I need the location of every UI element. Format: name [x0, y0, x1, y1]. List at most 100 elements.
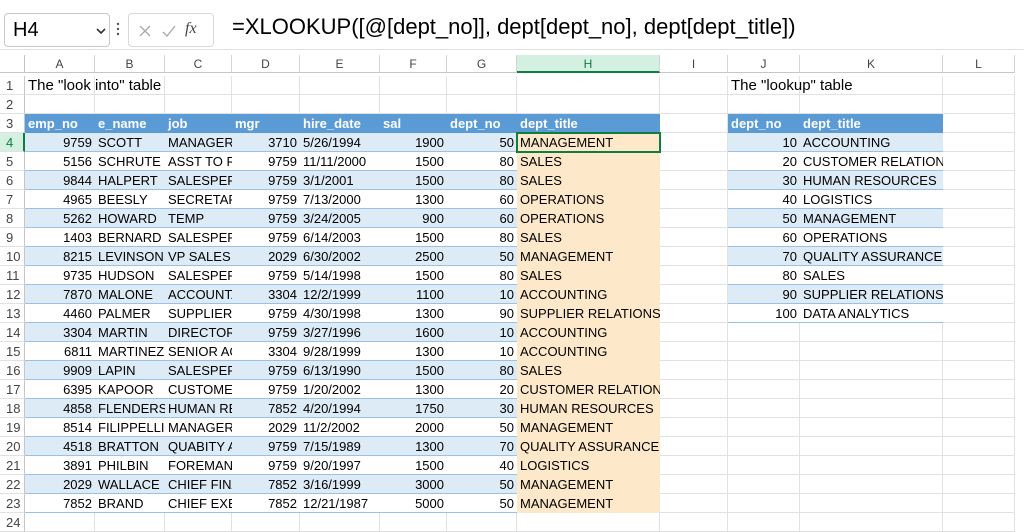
cell: LAPIN	[98, 363, 136, 378]
cell: 4/20/1994	[303, 401, 361, 416]
grid-cell	[800, 76, 943, 95]
grid-cell	[728, 475, 800, 494]
cell: FILIPPELLI	[98, 420, 165, 435]
cell: 4858	[63, 401, 92, 416]
cell: 1600	[415, 325, 444, 340]
grid-cell	[800, 418, 943, 437]
cell: MANAGEMENT	[517, 418, 660, 437]
row-header: 3	[0, 114, 25, 133]
grid-cell	[800, 361, 943, 380]
grid-cell	[660, 285, 728, 304]
row-header: 10	[0, 247, 25, 266]
grid-cell	[660, 304, 728, 323]
table-row-bg	[25, 342, 660, 361]
cell: MANAGER	[168, 135, 232, 150]
cell: 40	[782, 192, 797, 207]
table-row-bg	[25, 475, 660, 494]
table-row-bg	[25, 304, 660, 323]
row-header: 18	[0, 399, 25, 418]
cell: SALES	[517, 266, 660, 285]
cell: MANAGEMENT	[517, 133, 660, 152]
table-row-bg	[25, 209, 660, 228]
cell: ACCOUNTA	[168, 287, 232, 302]
cell: LEVINSON	[98, 249, 164, 264]
grid-cell	[943, 285, 1015, 304]
row-header: 15	[0, 342, 25, 361]
table-row-bg	[25, 437, 660, 456]
cell: MANAGEMENT	[517, 475, 660, 494]
table-row-bg	[728, 190, 943, 209]
grid-cell	[660, 361, 728, 380]
cell: 2000	[415, 420, 444, 435]
cell: 7852	[63, 496, 92, 511]
cell: TEMP	[168, 211, 205, 226]
grid-cell	[25, 513, 95, 532]
column-header: B	[95, 55, 165, 73]
grid-cell	[232, 76, 300, 95]
cell: 3304	[63, 325, 92, 340]
cell: WALLACE	[98, 477, 160, 492]
cell: 8215	[63, 249, 92, 264]
cell: QUABITY A	[168, 439, 232, 454]
cell: dept_no	[731, 116, 782, 131]
cell: FOREMAN	[168, 458, 232, 473]
cell: 10	[499, 325, 514, 340]
table-row-bg	[728, 266, 943, 285]
cell: QUALITY ASSURANCE	[517, 437, 660, 456]
cell: 9844	[63, 173, 92, 188]
grid-cell	[943, 247, 1015, 266]
cell: e_name	[98, 116, 147, 131]
grid-cell	[943, 418, 1015, 437]
cell: HUMAN RESOURCES	[517, 399, 660, 418]
cell: 11/2/2002	[303, 420, 360, 435]
cell: MARTIN	[98, 325, 148, 340]
grid-cell	[800, 456, 943, 475]
cell: 1300	[415, 439, 444, 454]
grid-cell	[300, 76, 380, 95]
grid-cell	[943, 342, 1015, 361]
selected-cell	[516, 132, 661, 153]
cancel-icon[interactable]	[137, 23, 153, 39]
grid-cell	[800, 494, 943, 513]
column-header: C	[165, 55, 232, 73]
row-header: 8	[0, 209, 25, 228]
cell: 80	[499, 268, 514, 283]
row-header: 23	[0, 494, 25, 513]
cell: ASST TO RE	[168, 154, 232, 169]
row-header: 24	[0, 513, 25, 532]
cell: HOWARD	[98, 211, 157, 226]
cell: SALES	[803, 268, 845, 283]
cell: 11/11/2000	[303, 154, 367, 169]
cell: 1500	[415, 363, 444, 378]
cell: 100	[775, 306, 797, 321]
cell: 50	[499, 477, 514, 492]
name-box[interactable]: H4	[4, 13, 110, 47]
table-row-bg	[25, 190, 660, 209]
cell: CHIEF FINA	[168, 477, 232, 492]
cell: job	[168, 116, 188, 131]
cell: 2029	[268, 249, 297, 264]
cell: FLENDERSO	[98, 401, 165, 416]
grid-cell	[447, 95, 517, 114]
cell: 9759	[268, 154, 297, 169]
cell: QUALITY ASSURANCE	[803, 249, 943, 264]
grid-cell	[447, 513, 517, 532]
grid-cell	[380, 76, 447, 95]
cell: 1300	[415, 382, 444, 397]
cell: 20	[499, 382, 514, 397]
cell: DIRECTOR A	[168, 325, 232, 340]
enter-icon[interactable]	[161, 23, 177, 39]
formula-buttons: fx	[128, 13, 214, 47]
cell: KAPOOR	[98, 382, 154, 397]
grid-cell	[447, 76, 517, 95]
cell: MANAGEMENT	[517, 494, 660, 513]
table-row-bg	[728, 304, 943, 323]
cell: 80	[499, 363, 514, 378]
grid-cell	[95, 76, 165, 95]
fx-button[interactable]: fx	[185, 20, 197, 37]
cell: 1500	[415, 268, 444, 283]
cell: dept_no	[450, 116, 501, 131]
grid-cell	[943, 266, 1015, 285]
cell: 8514	[63, 420, 92, 435]
table-row-bg	[25, 399, 660, 418]
